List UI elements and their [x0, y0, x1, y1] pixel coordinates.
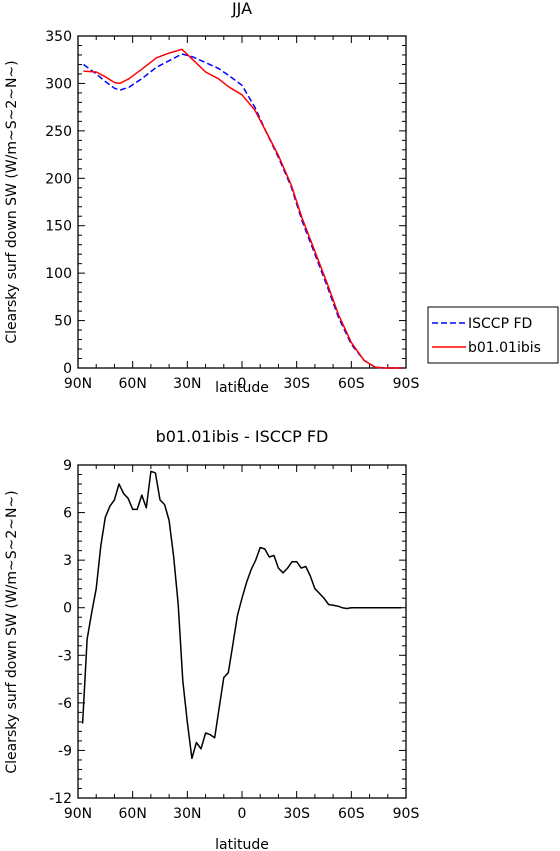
y-tick-label: 100: [45, 266, 72, 282]
legend-box: [427, 306, 559, 364]
x-tick-label: 60S: [338, 376, 365, 392]
x-tick-label: 0: [238, 806, 247, 822]
bottom-panel: b01.01ibis - ISCCP FD -12 -9 -6 -3 0 3 6 9 90N 6…: [4, 427, 419, 851]
bottom-x-axis: 90N 60N 30N 0 30S 60S 90S: [64, 465, 420, 822]
x-tick-label: 60N: [119, 806, 147, 822]
top-x-axis: 90N 60N 30N 0 30S 60S 90S: [64, 36, 420, 392]
y-tick-label: 3: [63, 553, 72, 569]
y-tick-label: 300: [45, 76, 72, 92]
bottom-y-axis: -12 -9 -6 -3 0 3 6 9: [49, 458, 406, 807]
x-tick-label: 90S: [393, 806, 420, 822]
top-chart-title: JJA: [231, 0, 252, 18]
top-series-lines: [83, 48, 403, 369]
bottom-x-axis-label: latitude: [215, 837, 269, 851]
b01-01ibis-line: [83, 48, 403, 369]
x-tick-label: 0: [238, 376, 247, 392]
bottom-y-axis-label: Clearsky surf down SW (W/m~S~2~N~): [4, 490, 20, 773]
y-tick-label: 200: [45, 171, 72, 187]
y-tick-label: 250: [45, 124, 72, 140]
y-tick-label: -3: [58, 648, 72, 664]
y-tick-label: 50: [54, 314, 72, 330]
y-tick-label: 150: [45, 219, 72, 235]
legend: ISCCP FD b01.01ibis: [427, 306, 559, 364]
top-y-axis: 0 50 100 150 200 250 300 350: [45, 29, 406, 377]
legend-label-isccp-fd: ISCCP FD: [468, 316, 532, 332]
y-tick-label: -6: [58, 696, 72, 712]
bottom-series-lines: [81, 470, 402, 760]
y-tick-label: -12: [49, 791, 72, 807]
legend-label-b01-01ibis: b01.01ibis: [468, 340, 541, 356]
x-tick-label: 90S: [393, 376, 420, 392]
x-tick-label: 60N: [119, 376, 147, 392]
y-tick-label: 0: [63, 361, 72, 377]
bottom-plot-frame: [77, 464, 407, 799]
top-x-axis-label: latitude: [215, 380, 269, 396]
x-tick-label: 90N: [64, 806, 92, 822]
y-tick-label: -9: [58, 743, 72, 759]
x-tick-label: 90N: [64, 376, 92, 392]
y-tick-label: 350: [45, 29, 72, 45]
x-tick-label: 30N: [173, 806, 201, 822]
y-tick-label: 6: [63, 506, 72, 522]
x-tick-label: 30S: [283, 806, 310, 822]
y-tick-label: 9: [63, 458, 72, 474]
bottom-chart-title: b01.01ibis - ISCCP FD: [156, 427, 329, 446]
top-y-axis-label: Clearsky surf down SW (W/m~S~2~N~): [4, 60, 20, 343]
y-tick-label: 0: [63, 601, 72, 617]
x-tick-label: 30S: [283, 376, 310, 392]
x-tick-label: 60S: [338, 806, 365, 822]
x-tick-label: 30N: [173, 376, 201, 392]
isccp-fd-line: [83, 53, 403, 369]
difference-line: [81, 470, 402, 760]
top-panel: JJA 0 50 100 150 200 250 300 350 90N 60N 30N 0 30S 6…: [4, 0, 419, 396]
